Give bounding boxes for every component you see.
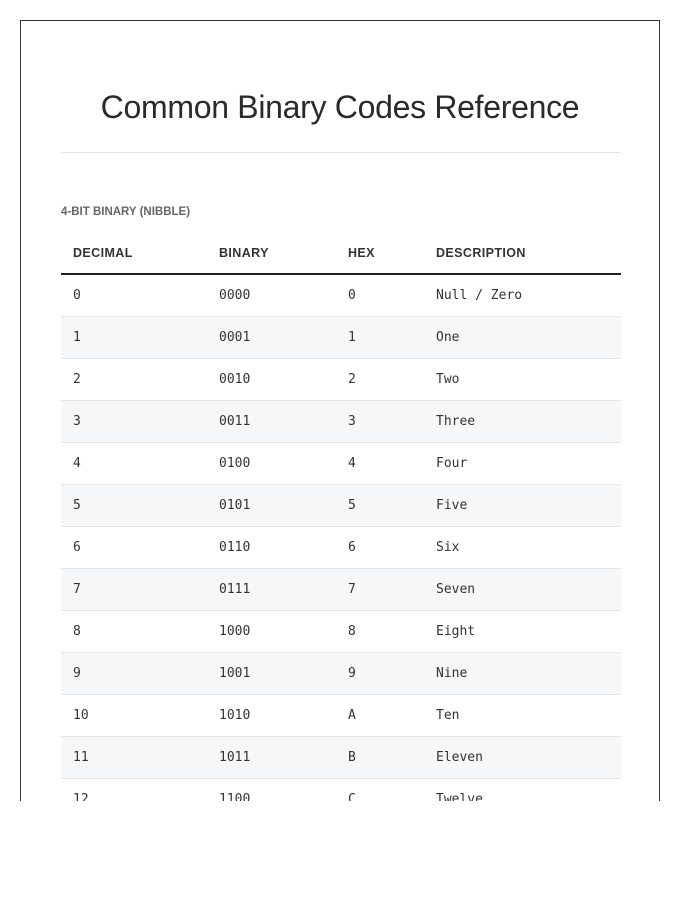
page-title: Common Binary Codes Reference	[100, 89, 580, 125]
table-cell: 5	[61, 484, 207, 527]
table-row: 8 1000 8 Eight	[61, 610, 621, 653]
table-cell: 1000	[207, 610, 336, 653]
binary-table: Decimal Binary Hex Description 0 0000 0 Null /…	[61, 233, 621, 801]
table-cell: 9	[336, 652, 424, 695]
table-row: 11 1011 B Eleven	[61, 736, 621, 779]
column-header: Binary	[207, 233, 336, 275]
table-cell: 6	[336, 526, 424, 569]
table-row: 4 0100 4 Four	[61, 442, 621, 485]
table-cell: 4	[336, 442, 424, 485]
section-label: 4-bit Binary (Nibble)	[61, 206, 191, 218]
card: Common Binary Codes Reference 4-bit Bina…	[20, 20, 660, 801]
table-cell: Ten	[424, 694, 621, 737]
table-cell: Three	[424, 400, 621, 443]
divider	[61, 152, 621, 153]
table-row: 5 0101 5 Five	[61, 484, 621, 527]
table-cell: Four	[424, 442, 621, 485]
table-cell: Eight	[424, 610, 621, 653]
table-cell: B	[336, 736, 424, 779]
table-cell: One	[424, 316, 621, 359]
table-cell: C	[336, 778, 424, 801]
table-cell: A	[336, 694, 424, 737]
table-cell: Twelve	[424, 778, 621, 801]
column-header: Decimal	[61, 233, 207, 275]
table-cell: 1	[336, 316, 424, 359]
table-cell: Two	[424, 358, 621, 401]
table-cell: 1010	[207, 694, 336, 737]
table-cell: Six	[424, 526, 621, 569]
table-row: 6 0110 6 Six	[61, 526, 621, 569]
table-cell: 5	[336, 484, 424, 527]
table-row: 12 1100 C Twelve	[61, 778, 621, 801]
table-cell: Five	[424, 484, 621, 527]
table-cell: 6	[61, 526, 207, 569]
table-cell: 3	[336, 400, 424, 443]
table-cell: 7	[61, 568, 207, 611]
table-cell: 0111	[207, 568, 336, 611]
table-cell: Null / Zero	[424, 274, 621, 317]
table-cell: 2	[336, 358, 424, 401]
table-cell: 0001	[207, 316, 336, 359]
table-cell: 10	[61, 694, 207, 737]
table-row: 7 0111 7 Seven	[61, 568, 621, 611]
table-cell: 0011	[207, 400, 336, 443]
table-cell: 4	[61, 442, 207, 485]
table-cell: 0110	[207, 526, 336, 569]
column-header: Description	[424, 233, 621, 275]
table-cell: 8	[336, 610, 424, 653]
table-cell: 0000	[207, 274, 336, 317]
table-cell: 2	[61, 358, 207, 401]
header-row: Decimal Binary Hex Description	[61, 233, 621, 275]
table-row: 9 1001 9 Nine	[61, 652, 621, 695]
table-cell: 0	[61, 274, 207, 317]
table-cell: 1	[61, 316, 207, 359]
table-cell: 1011	[207, 736, 336, 779]
table-row: 0 0000 0 Null / Zero	[61, 274, 621, 317]
table-cell: Seven	[424, 568, 621, 611]
table-row: 2 0010 2 Two	[61, 358, 621, 401]
table-cell: 7	[336, 568, 424, 611]
table-row: 1 0001 1 One	[61, 316, 621, 359]
table-cell: Eleven	[424, 736, 621, 779]
table-cell: 0	[336, 274, 424, 317]
table-cell: 1001	[207, 652, 336, 695]
table-cell: 9	[61, 652, 207, 695]
table-body: 0 0000 0 Null / Zero 1 0001 1 One 2 0010 2 Two 3 0011…	[61, 274, 621, 801]
table-cell: 1100	[207, 778, 336, 801]
table-cell: 0010	[207, 358, 336, 401]
table-cell: 11	[61, 736, 207, 779]
table-cell: 0100	[207, 442, 336, 485]
table-head: Decimal Binary Hex Description	[61, 233, 621, 275]
table-cell: 3	[61, 400, 207, 443]
table-cell: 12	[61, 778, 207, 801]
table-cell: 8	[61, 610, 207, 653]
table-cell: Nine	[424, 652, 621, 695]
table-cell: 0101	[207, 484, 336, 527]
column-header: Hex	[336, 233, 424, 275]
table-row: 3 0011 3 Three	[61, 400, 621, 443]
table-row: 10 1010 A Ten	[61, 694, 621, 737]
